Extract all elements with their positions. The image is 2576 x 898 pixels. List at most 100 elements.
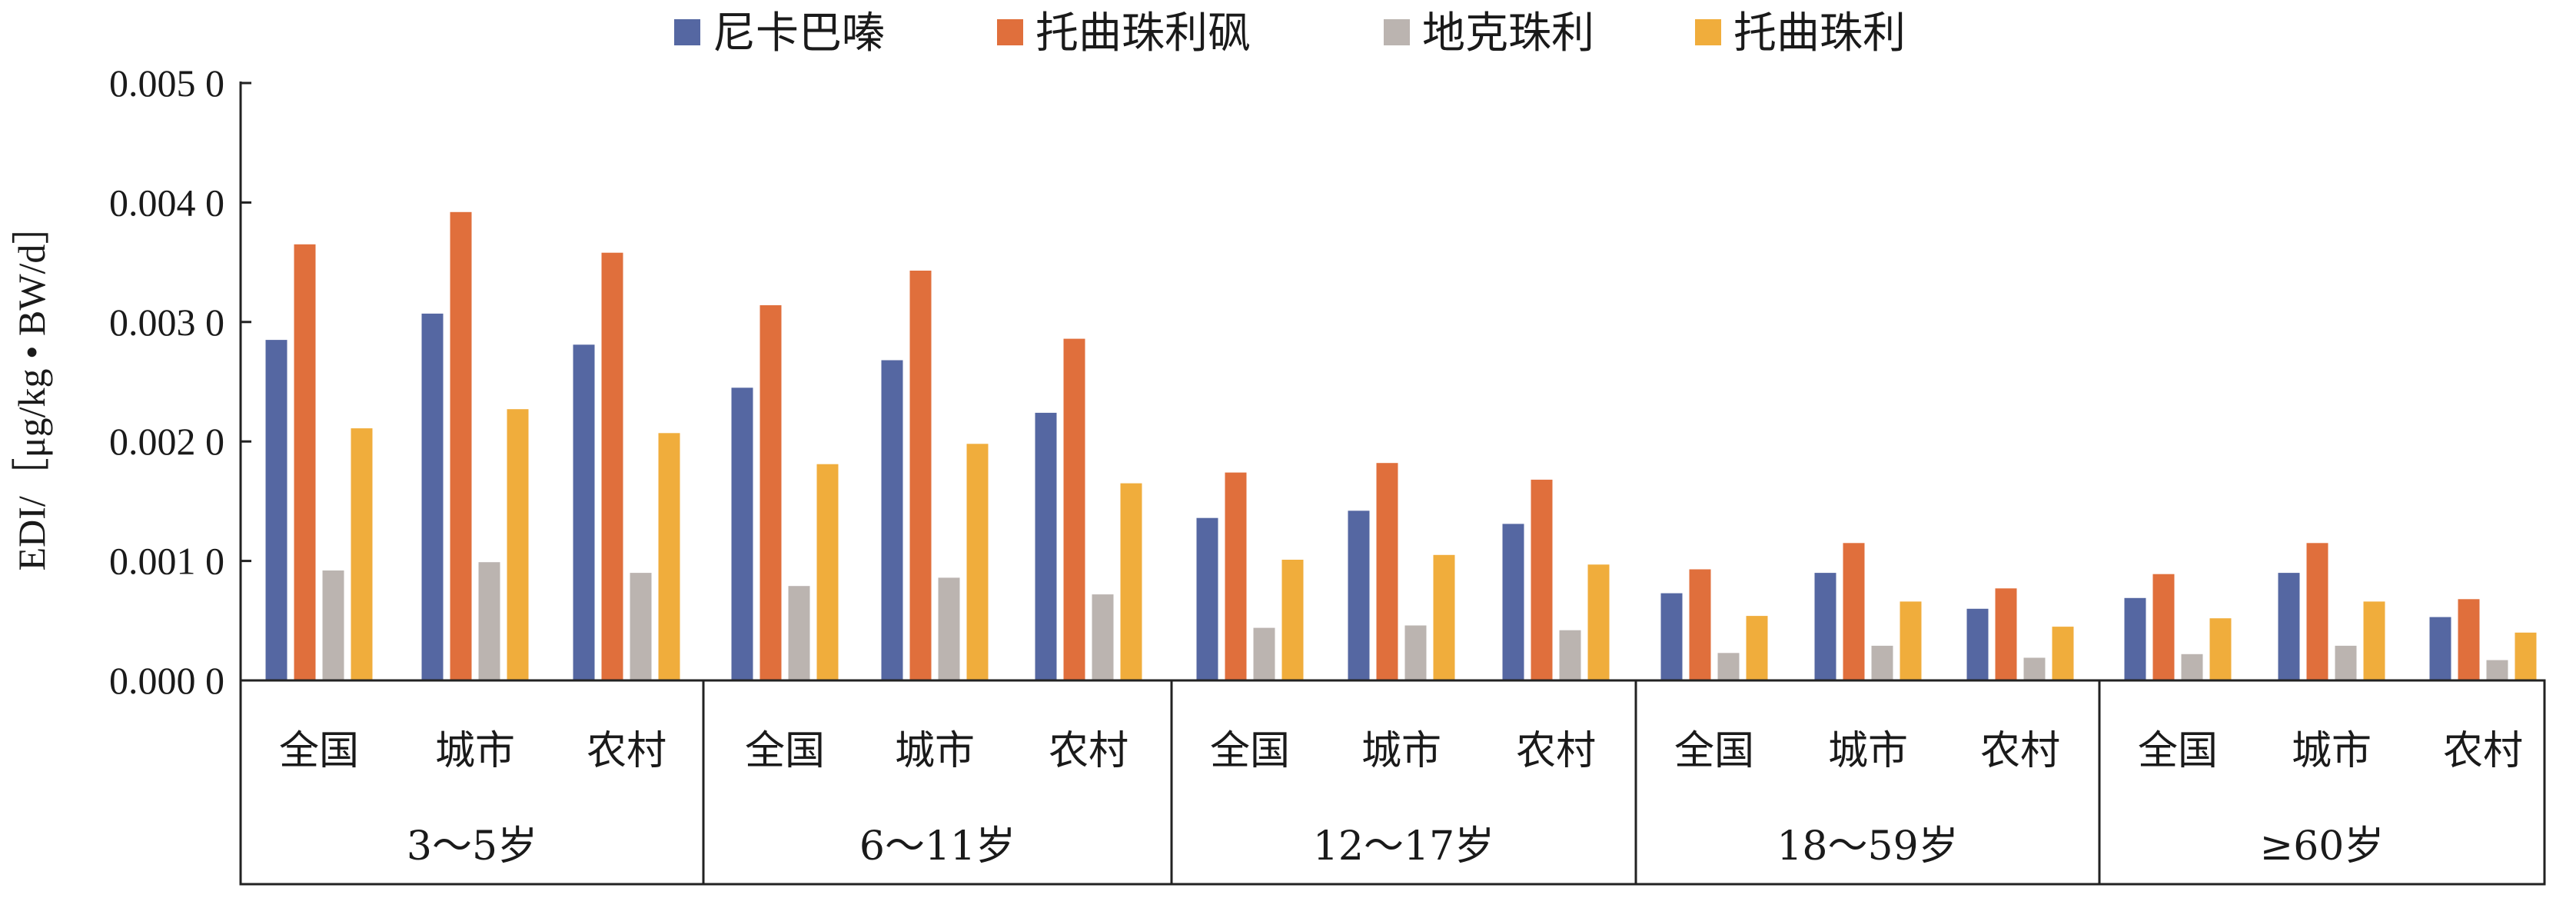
legend: 尼卡巴嗪 托曲珠利砜 地克珠利 托曲珠利 — [674, 8, 1906, 58]
x-subcategory-label: 全国 — [2138, 728, 2218, 774]
bar-4-10 — [1746, 616, 1768, 680]
x-subcategory-label: 全国 — [1210, 728, 1290, 774]
x-subcategory-label: 城市 — [1828, 728, 1908, 774]
bar-4-3 — [658, 433, 680, 680]
bar-1-8 — [1348, 511, 1370, 680]
x-group-label: 12～17岁 — [1313, 823, 1494, 870]
bar-4-9 — [1587, 564, 1610, 680]
legend-label: 托曲珠利砜 — [1035, 8, 1251, 58]
bar-4-6 — [1120, 483, 1142, 680]
bar-4-12 — [2052, 627, 2074, 680]
y-tick-label: 0.000 0 — [109, 659, 224, 702]
bar-1-7 — [1196, 517, 1218, 680]
x-subcategory-label: 全国 — [1674, 728, 1754, 774]
legend-swatch — [1695, 19, 1721, 45]
bar-4-14 — [2363, 601, 2385, 680]
bar-2-2 — [450, 211, 472, 680]
bars — [265, 211, 2537, 680]
bar-1-5 — [881, 360, 903, 680]
x-subcategory-label: 城市 — [2292, 728, 2372, 774]
bar-1-4 — [731, 387, 753, 680]
bar-3-11 — [1871, 645, 1893, 680]
bar-1-10 — [1660, 593, 1683, 680]
y-axis-label: EDI/［μg/kg • BW/d］ — [10, 206, 53, 571]
bar-2-9 — [1531, 479, 1553, 680]
bar-3-4 — [788, 586, 810, 680]
bar-3-15 — [2486, 660, 2508, 680]
bar-2-11 — [1843, 543, 1865, 680]
bar-2-8 — [1376, 463, 1398, 680]
bar-1-2 — [421, 313, 444, 680]
bar-3-1 — [322, 570, 344, 680]
x-subcategory-label: 农村 — [1980, 728, 2060, 774]
bar-2-10 — [1689, 569, 1711, 680]
x-table-frame — [239, 679, 2546, 886]
bar-3-9 — [1559, 630, 1581, 680]
x-subcategory-label: 农村 — [1516, 728, 1596, 774]
y-tick-label: 0.005 0 — [109, 62, 224, 105]
bar-4-2 — [507, 409, 529, 680]
y-tick-label: 0.003 0 — [109, 301, 224, 344]
bar-1-9 — [1502, 524, 1524, 680]
x-group-label: 6～11岁 — [859, 823, 1015, 870]
bar-4-7 — [1281, 560, 1304, 680]
x-subcategory-label: 城市 — [895, 728, 975, 774]
x-subcategory-label: 农村 — [1049, 728, 1128, 774]
bar-2-4 — [760, 305, 782, 680]
x-group-label: 18～59岁 — [1777, 823, 1958, 870]
x-subcategory-label: 农村 — [2443, 728, 2523, 774]
bar-2-14 — [2306, 543, 2328, 680]
x-subcategory-label: 城市 — [1361, 728, 1441, 774]
y-tick-label: 0.002 0 — [109, 420, 224, 463]
x-subcategory-label: 农村 — [587, 728, 666, 774]
bar-4-4 — [816, 464, 839, 680]
bar-3-10 — [1717, 653, 1740, 680]
bar-2-1 — [294, 244, 316, 680]
bar-4-8 — [1433, 554, 1455, 680]
bar-4-13 — [2209, 618, 2232, 680]
bar-1-15 — [2429, 617, 2451, 680]
bar-4-11 — [1900, 601, 1922, 680]
bar-1-14 — [2278, 573, 2300, 680]
x-subcategory-label: 城市 — [435, 728, 515, 774]
legend-swatch — [997, 19, 1023, 45]
legend-label: 地克珠利 — [1422, 8, 1594, 58]
bar-1-3 — [573, 344, 595, 680]
x-group-label: 3～5岁 — [407, 823, 537, 870]
bar-3-3 — [630, 573, 652, 680]
x-group-label: ≥60岁 — [2260, 823, 2385, 870]
axes: 0.000 0 0.001 0 0.002 0 0.003 0 0.004 0 0.005… — [109, 62, 251, 702]
bar-2-6 — [1063, 338, 1085, 680]
bar-2-5 — [909, 271, 932, 680]
bar-3-6 — [1092, 594, 1114, 680]
bar-3-2 — [478, 562, 500, 680]
bar-3-7 — [1253, 627, 1275, 680]
y-tick-label: 0.001 0 — [109, 540, 224, 583]
bar-4-1 — [351, 428, 373, 680]
x-subcategory-label: 全国 — [745, 728, 825, 774]
legend-label: 尼卡巴嗪 — [713, 8, 885, 58]
bar-4-15 — [2515, 632, 2537, 680]
bar-3-14 — [2335, 645, 2357, 680]
bar-4-5 — [966, 444, 989, 680]
legend-swatch — [1384, 19, 1410, 45]
bar-2-12 — [1995, 588, 2017, 680]
bar-1-13 — [2124, 597, 2146, 680]
legend-label: 托曲珠利 — [1733, 8, 1906, 58]
legend-swatch — [674, 19, 700, 45]
bar-2-7 — [1225, 472, 1247, 680]
bar-3-8 — [1404, 625, 1427, 680]
bar-1-11 — [1814, 573, 1836, 680]
x-subcategory-label: 全国 — [279, 728, 359, 774]
bar-2-3 — [601, 252, 623, 680]
bar-2-15 — [2458, 599, 2480, 680]
bar-2-13 — [2152, 574, 2175, 680]
x-category-table: 全国 城市 农村 3～5岁 全国 城市 农村 6～11岁 全国 城市 农村 12～17岁 全国 城市 农村 1… — [239, 679, 2546, 886]
bar-1-12 — [1966, 608, 1989, 680]
bar-1-6 — [1035, 412, 1057, 680]
bar-3-5 — [938, 577, 960, 680]
bar-1-1 — [265, 340, 288, 680]
y-tick-label: 0.004 0 — [109, 181, 224, 224]
